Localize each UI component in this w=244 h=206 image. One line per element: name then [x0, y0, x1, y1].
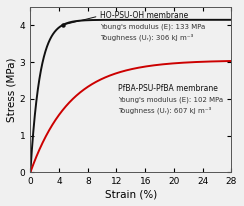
X-axis label: Strain (%): Strain (%) — [105, 189, 157, 199]
Text: PfBA-PSU-PfBA membrane: PfBA-PSU-PfBA membrane — [118, 84, 218, 93]
Text: HO-PSU-OH membrane: HO-PSU-OH membrane — [100, 11, 188, 20]
Text: Young's modulus (E): 102 MPa: Young's modulus (E): 102 MPa — [118, 97, 223, 103]
Text: Toughness (Uᵣ): 306 kJ m⁻³: Toughness (Uᵣ): 306 kJ m⁻³ — [100, 33, 193, 41]
Y-axis label: Stress (MPa): Stress (MPa) — [7, 57, 17, 122]
Text: Toughness (Uᵣ): 607 kJ m⁻³: Toughness (Uᵣ): 607 kJ m⁻³ — [118, 107, 211, 114]
Text: Young's modulus (E): 133 MPa: Young's modulus (E): 133 MPa — [100, 23, 205, 30]
